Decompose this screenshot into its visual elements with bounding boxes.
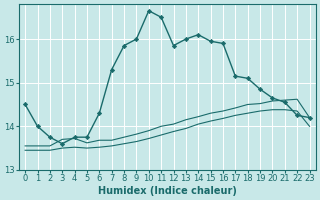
X-axis label: Humidex (Indice chaleur): Humidex (Indice chaleur) bbox=[98, 186, 237, 196]
